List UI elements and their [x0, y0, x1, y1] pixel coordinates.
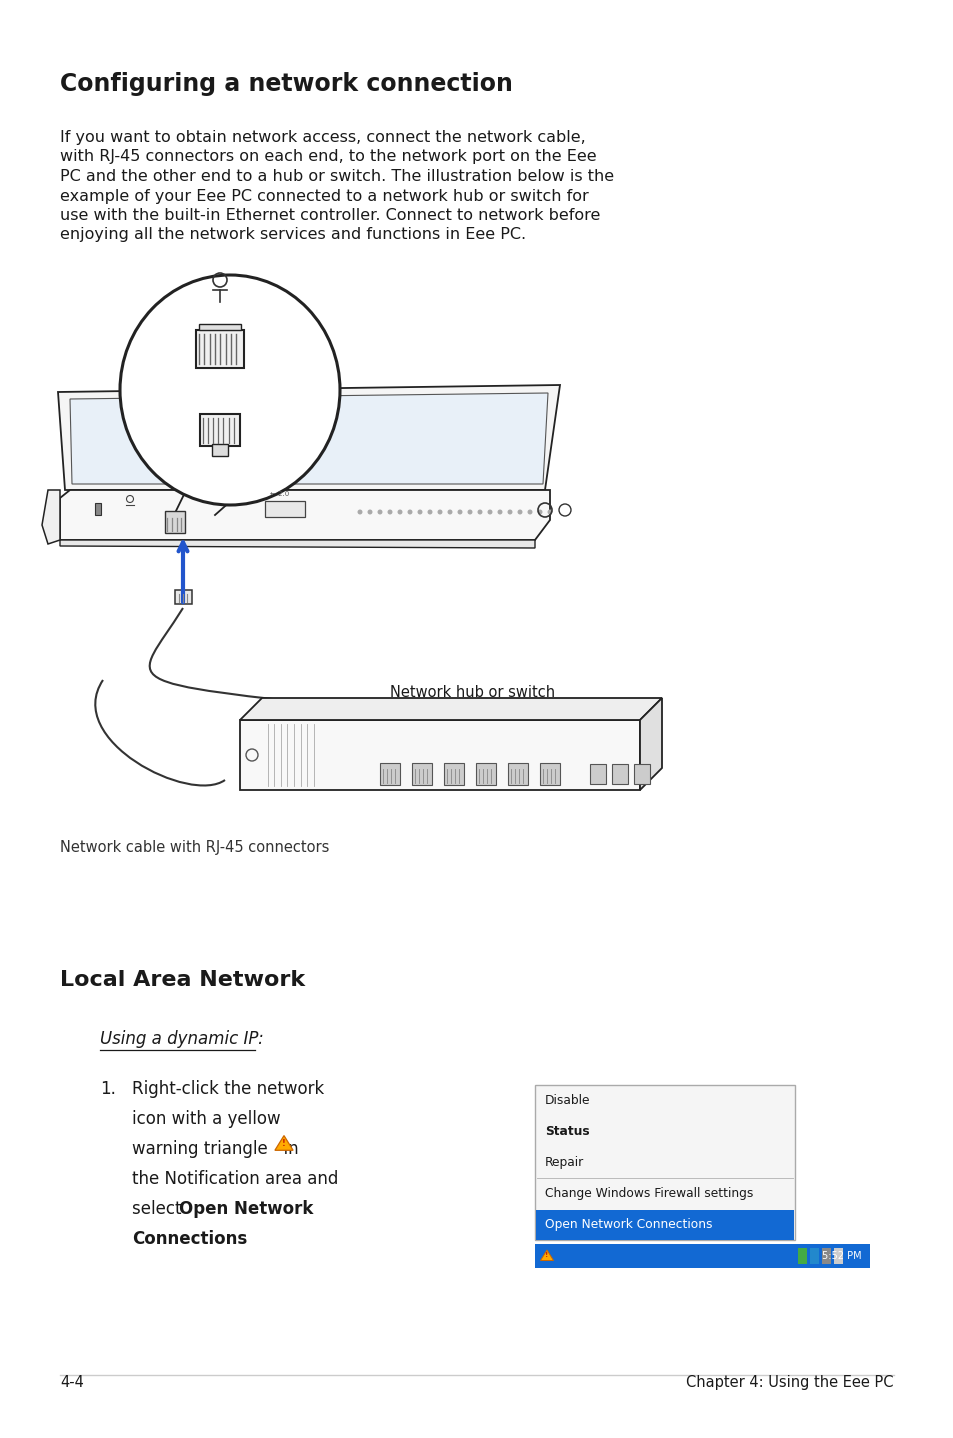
Circle shape — [407, 509, 412, 515]
Text: Open Network Connections: Open Network Connections — [544, 1218, 712, 1231]
Text: use with the built-in Ethernet controller. Connect to network before: use with the built-in Ethernet controlle… — [60, 209, 599, 223]
Text: with RJ-45 connectors on each end, to the network port on the Eee: with RJ-45 connectors on each end, to th… — [60, 150, 596, 164]
Text: PC and the other end to a hub or switch. The illustration below is the: PC and the other end to a hub or switch.… — [60, 170, 614, 184]
Bar — [821, 1248, 830, 1264]
Text: Configuring a network connection: Configuring a network connection — [60, 72, 513, 96]
Text: 1.: 1. — [100, 1080, 115, 1099]
Text: enjoying all the network services and functions in Eee PC.: enjoying all the network services and fu… — [60, 227, 525, 243]
Polygon shape — [540, 1250, 553, 1261]
Text: Disable: Disable — [544, 1094, 590, 1107]
Bar — [443, 764, 463, 785]
Bar — [212, 444, 228, 456]
Bar — [412, 764, 432, 785]
Text: !: ! — [545, 1252, 548, 1258]
Text: Open Network: Open Network — [179, 1199, 313, 1218]
Text: .: . — [225, 1229, 230, 1248]
Text: Change Windows Firewall settings: Change Windows Firewall settings — [544, 1186, 753, 1199]
Bar — [379, 764, 399, 785]
Text: Network hub or switch: Network hub or switch — [390, 684, 555, 700]
Bar — [535, 1086, 794, 1240]
Text: select: select — [132, 1199, 187, 1218]
Circle shape — [527, 509, 532, 515]
Circle shape — [487, 509, 492, 515]
Polygon shape — [60, 490, 550, 541]
Circle shape — [357, 509, 362, 515]
Bar — [833, 1248, 842, 1264]
Text: Connections: Connections — [132, 1229, 247, 1248]
Text: warning triangle   in: warning triangle in — [132, 1140, 298, 1158]
Circle shape — [437, 509, 442, 515]
Text: If you want to obtain network access, connect the network cable,: If you want to obtain network access, co… — [60, 129, 585, 145]
Bar — [507, 764, 527, 785]
Circle shape — [517, 509, 522, 515]
Circle shape — [377, 509, 382, 515]
Bar — [195, 329, 244, 368]
Text: example of your Eee PC connected to a network hub or switch for: example of your Eee PC connected to a ne… — [60, 188, 588, 204]
Text: Chapter 4: Using the Eee PC: Chapter 4: Using the Eee PC — [686, 1375, 893, 1391]
Bar — [539, 764, 559, 785]
Bar — [809, 1248, 818, 1264]
Polygon shape — [58, 385, 559, 490]
Bar — [265, 500, 305, 518]
Text: icon with a yellow: icon with a yellow — [132, 1110, 280, 1127]
Circle shape — [537, 509, 542, 515]
Circle shape — [467, 509, 472, 515]
Polygon shape — [639, 697, 661, 789]
Bar — [200, 414, 240, 446]
Bar — [536, 1209, 793, 1240]
Bar — [165, 510, 185, 533]
Bar — [95, 503, 101, 515]
Text: Local Area Network: Local Area Network — [60, 971, 305, 989]
Bar — [797, 1248, 806, 1264]
Circle shape — [387, 509, 392, 515]
Ellipse shape — [120, 275, 339, 505]
Text: Network cable with RJ-45 connectors: Network cable with RJ-45 connectors — [60, 840, 329, 856]
Bar — [612, 764, 627, 784]
Circle shape — [427, 509, 432, 515]
Text: Repair: Repair — [544, 1156, 583, 1169]
Bar — [634, 764, 649, 784]
Polygon shape — [42, 490, 60, 544]
Text: Using a dynamic IP:: Using a dynamic IP: — [100, 1030, 263, 1048]
Text: Status: Status — [544, 1125, 589, 1137]
Polygon shape — [60, 541, 535, 548]
Text: the Notification area and: the Notification area and — [132, 1171, 338, 1188]
Circle shape — [457, 509, 462, 515]
Text: 5:52 PM: 5:52 PM — [821, 1251, 862, 1261]
Bar — [476, 764, 496, 785]
Circle shape — [367, 509, 372, 515]
Bar — [589, 764, 605, 784]
Bar — [199, 324, 241, 329]
Circle shape — [497, 509, 502, 515]
Text: 4-4: 4-4 — [60, 1375, 84, 1391]
Text: !: ! — [282, 1139, 286, 1149]
Bar — [174, 590, 192, 604]
Circle shape — [477, 509, 482, 515]
Polygon shape — [240, 697, 661, 720]
Polygon shape — [70, 393, 547, 485]
Polygon shape — [274, 1136, 293, 1150]
Circle shape — [447, 509, 452, 515]
Circle shape — [547, 509, 552, 515]
Text: Right-click the network: Right-click the network — [132, 1080, 324, 1099]
Circle shape — [507, 509, 512, 515]
Text: ← 2.0: ← 2.0 — [270, 490, 289, 498]
Bar — [535, 1244, 869, 1268]
Circle shape — [417, 509, 422, 515]
Bar — [240, 720, 639, 789]
Circle shape — [397, 509, 402, 515]
